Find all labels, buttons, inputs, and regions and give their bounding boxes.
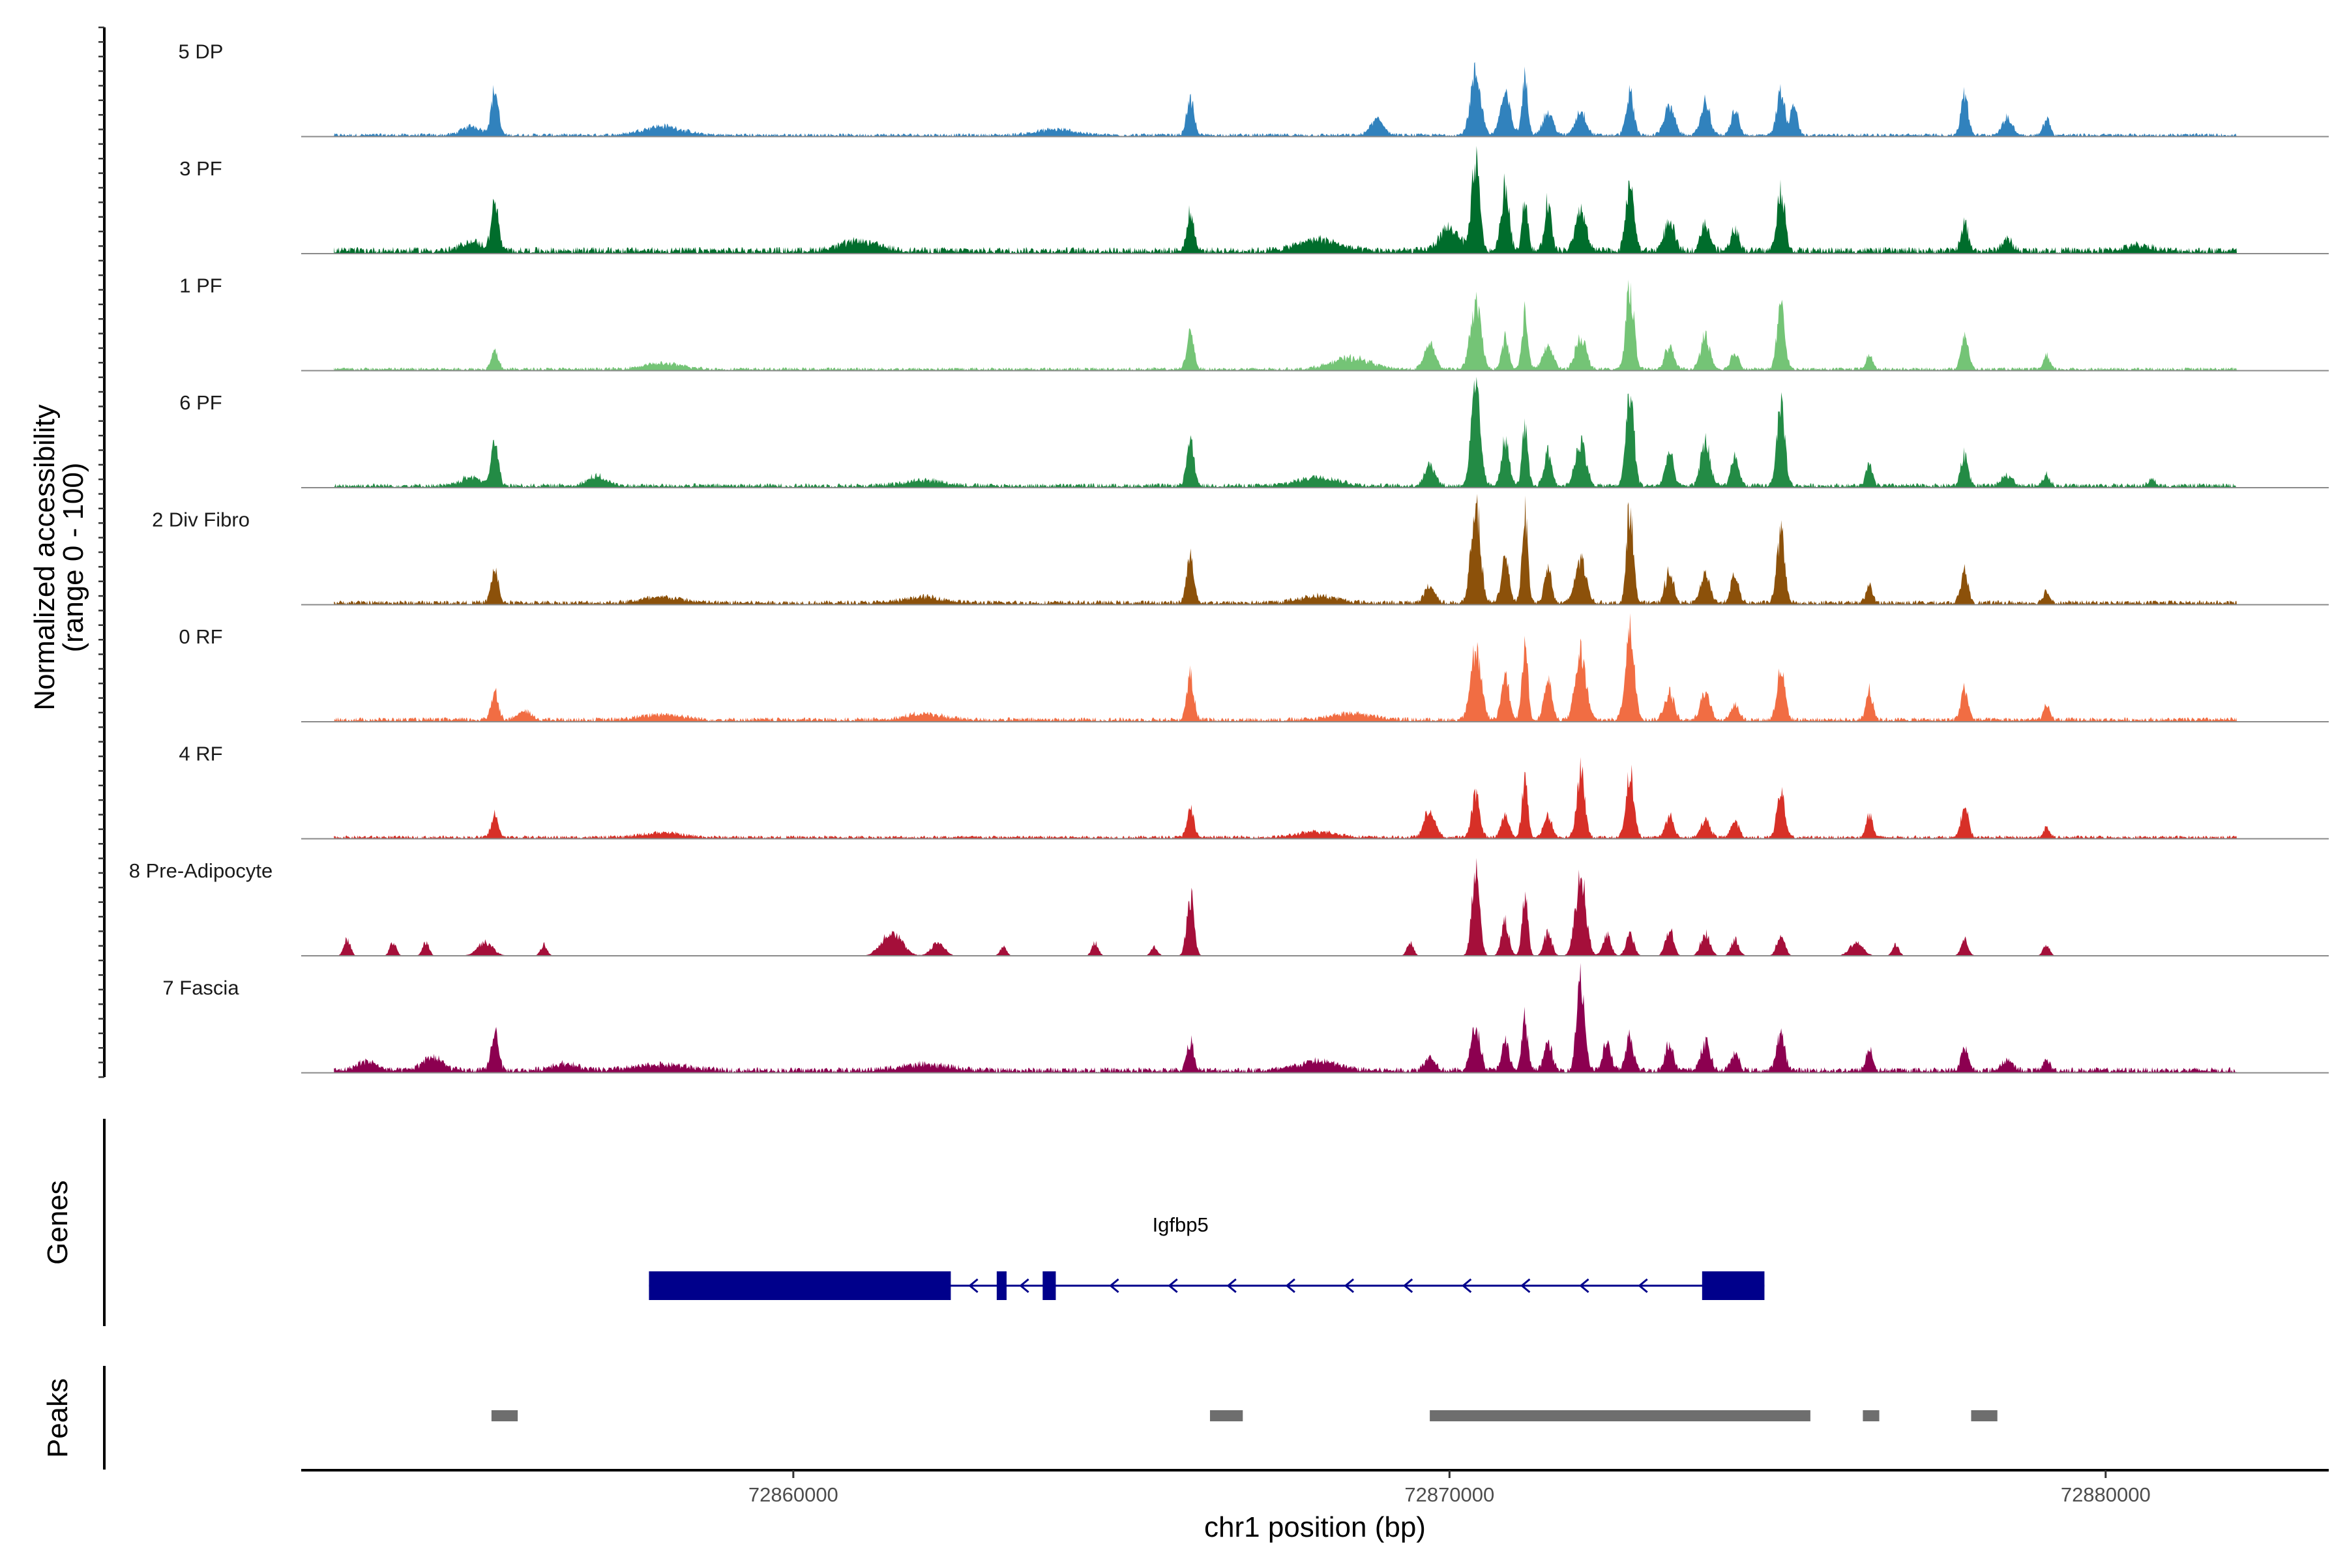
- gene-exon: [649, 1271, 951, 1300]
- x-tick-label: 72870000: [1404, 1483, 1494, 1506]
- gene-track: Genes Igfbp5: [42, 1119, 1765, 1326]
- track-5-dp: 5 DP: [179, 40, 2329, 138]
- track-0-rf: 0 RF: [179, 613, 2329, 722]
- strand-arrow: [1344, 1278, 1355, 1294]
- peak-region: [491, 1410, 518, 1421]
- track-label: 4 RF: [179, 743, 222, 765]
- x-tick-label: 72860000: [748, 1483, 838, 1506]
- track-label: 5 DP: [179, 40, 224, 63]
- track-label: 1 PF: [179, 274, 222, 297]
- coverage-area: [334, 62, 2237, 137]
- track-label: 2 Div Fibro: [152, 509, 250, 531]
- strand-arrow: [1579, 1278, 1589, 1294]
- track-4-rf: 4 RF: [179, 743, 2329, 840]
- strand-arrow: [1226, 1278, 1237, 1294]
- track-label: 8 Pre-Adipocyte: [129, 859, 273, 882]
- peak-region: [1971, 1410, 1998, 1421]
- track-label: 7 Fascia: [162, 977, 239, 999]
- strand-arrow: [1461, 1278, 1472, 1294]
- gene-exon: [1042, 1271, 1056, 1300]
- strand-arrow: [1285, 1278, 1295, 1294]
- gene-name-label: Igfbp5: [1153, 1213, 1209, 1236]
- y-axis-subtitle: (range 0 - 100): [57, 462, 89, 652]
- track-label: 0 RF: [179, 625, 222, 648]
- track-6-pf: 6 PF: [179, 377, 2329, 488]
- track-7-fascia: 7 Fascia: [162, 962, 2329, 1074]
- x-tick-label: 72880000: [2061, 1483, 2151, 1506]
- peak-track-label: Peaks: [42, 1378, 74, 1458]
- track-2-div-fibro: 2 Div Fibro: [152, 494, 2329, 606]
- strand-arrow: [1109, 1278, 1119, 1294]
- coverage-area: [334, 145, 2237, 254]
- peak-track: Peaks: [42, 1366, 1998, 1470]
- track-8-pre-adipocyte: 8 Pre-Adipocyte: [129, 857, 2329, 956]
- peak-region: [1430, 1410, 1810, 1421]
- y-axis-title: Normalized accessibility: [29, 404, 61, 710]
- gene-exon: [1702, 1271, 1765, 1300]
- y-axis: [98, 26, 106, 1078]
- coverage-area: [334, 377, 2237, 488]
- coverage-tracks: 5 DP 3 PF 1 PF 6 PF 2 Div Fibro 0 RF 4 RF 8 Pre…: [129, 40, 2329, 1074]
- coverage-area: [334, 494, 2237, 605]
- track-label: 3 PF: [179, 157, 222, 180]
- coverage-area: [334, 962, 2237, 1073]
- peak-region: [1863, 1410, 1880, 1421]
- x-axis: chr1 position (bp) 72860000 72870000 72880…: [301, 1469, 2329, 1543]
- strand-arrow: [968, 1278, 979, 1294]
- strand-arrow: [1168, 1278, 1178, 1294]
- coverage-area: [334, 280, 2237, 371]
- coverage-area: [334, 613, 2237, 722]
- track-1-pf: 1 PF: [179, 274, 2329, 372]
- strand-arrow: [1638, 1278, 1648, 1294]
- track-label: 6 PF: [179, 391, 222, 414]
- x-axis-title: chr1 position (bp): [1204, 1511, 1426, 1543]
- peak-region: [1209, 1410, 1243, 1421]
- gene-exon: [996, 1271, 1007, 1300]
- gene-track-label: Genes: [42, 1180, 74, 1265]
- coverage-area: [334, 757, 2237, 839]
- coverage-area: [334, 857, 2237, 956]
- strand-arrow: [1019, 1278, 1029, 1294]
- track-3-pf: 3 PF: [179, 145, 2329, 254]
- strand-arrow: [1520, 1278, 1531, 1294]
- strand-arrow: [1402, 1278, 1413, 1294]
